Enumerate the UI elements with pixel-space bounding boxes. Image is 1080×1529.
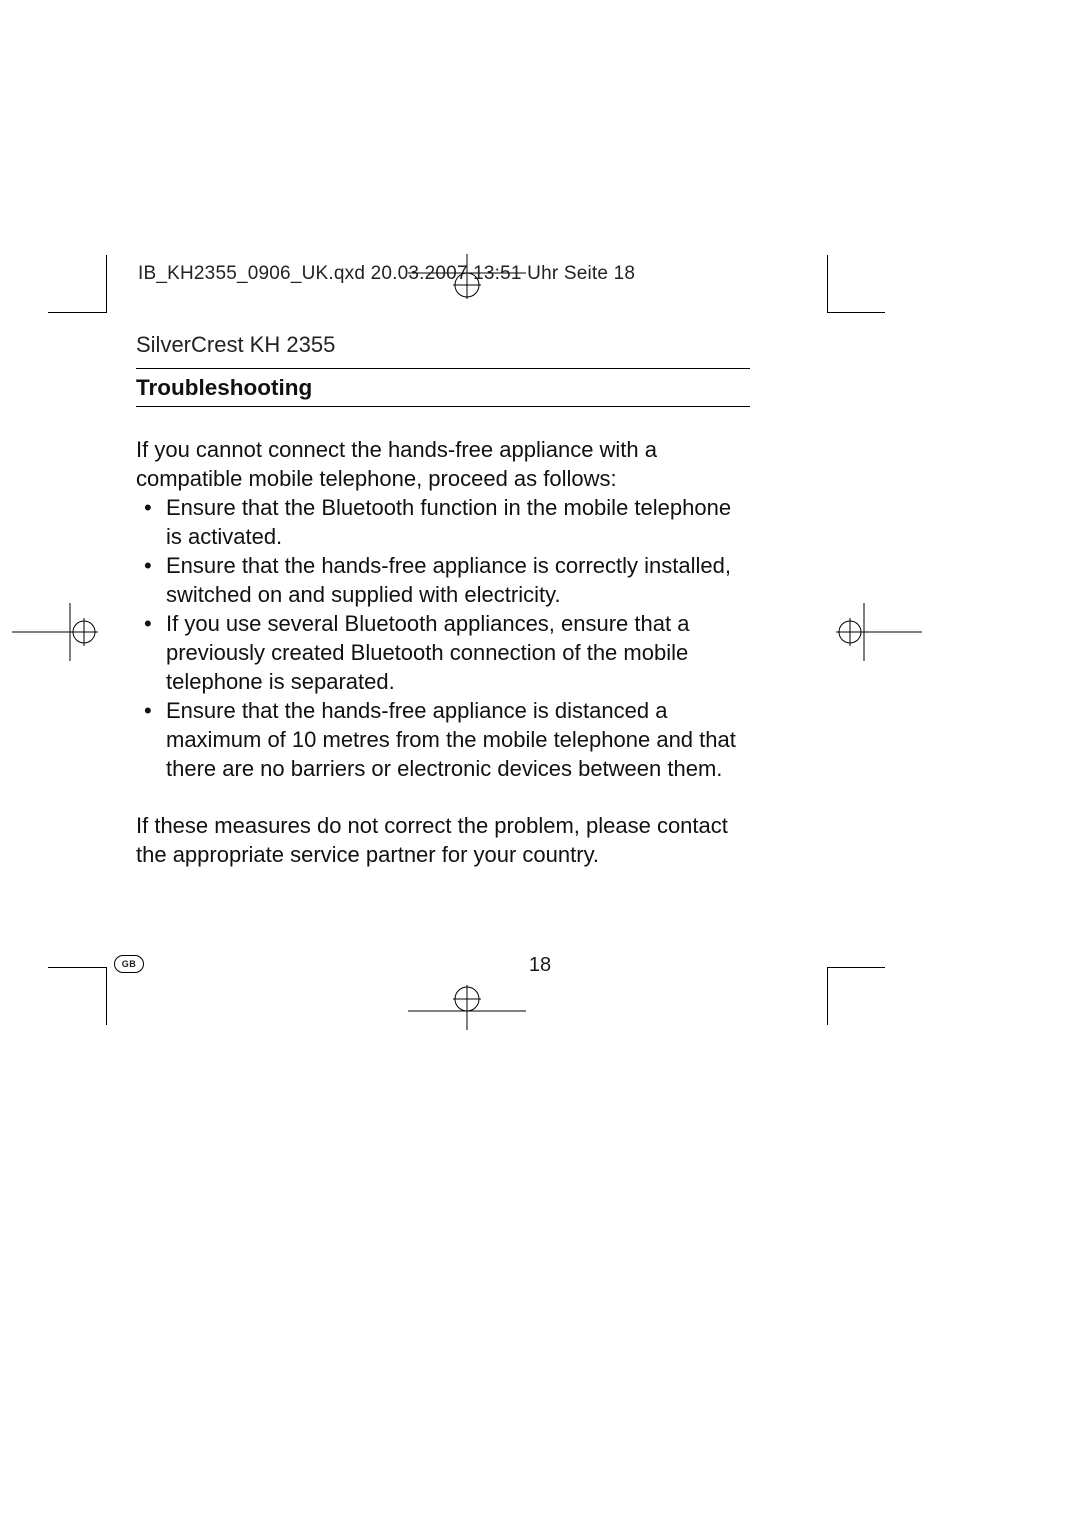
registration-mark-icon bbox=[832, 603, 922, 661]
rule-icon bbox=[136, 406, 750, 407]
cropmark-icon bbox=[48, 312, 106, 313]
list-item: Ensure that the hands-free appliance is … bbox=[136, 551, 750, 609]
cropmark-icon bbox=[827, 312, 885, 313]
language-badge: GB bbox=[114, 955, 144, 973]
bullet-list: Ensure that the Bluetooth function in th… bbox=[136, 493, 750, 783]
list-item: Ensure that the Bluetooth function in th… bbox=[136, 493, 750, 551]
registration-mark-icon bbox=[408, 980, 526, 1030]
list-item: If you use several Bluetooth appliances,… bbox=[136, 609, 750, 696]
closing-paragraph: If these measures do not correct the pro… bbox=[136, 811, 750, 869]
registration-mark-icon bbox=[12, 603, 102, 661]
section-title: Troubleshooting bbox=[136, 369, 750, 406]
intro-paragraph: If you cannot connect the hands-free app… bbox=[136, 435, 750, 493]
manual-page: IB_KH2355_0906_UK.qxd 20.03.2007 13:51 U… bbox=[0, 0, 1080, 1529]
cropmark-icon bbox=[106, 255, 107, 313]
list-item: Ensure that the hands-free appliance is … bbox=[136, 696, 750, 783]
page-number: 18 bbox=[0, 954, 1080, 977]
print-slug: IB_KH2355_0906_UK.qxd 20.03.2007 13:51 U… bbox=[138, 263, 635, 285]
product-name: SilverCrest KH 2355 bbox=[136, 332, 750, 358]
body-text: If you cannot connect the hands-free app… bbox=[136, 435, 750, 869]
content-block: SilverCrest KH 2355 Troubleshooting If y… bbox=[136, 332, 750, 869]
cropmark-icon bbox=[827, 255, 828, 313]
